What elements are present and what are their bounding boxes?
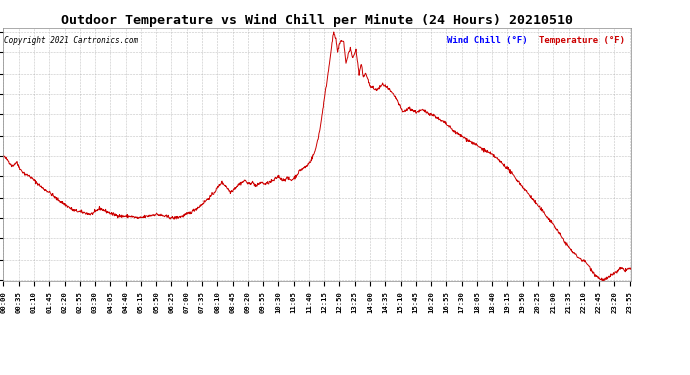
Text: Copyright 2021 Cartronics.com: Copyright 2021 Cartronics.com [4,36,138,45]
Text: Wind Chill (°F): Wind Chill (°F) [447,36,528,45]
Title: Outdoor Temperature vs Wind Chill per Minute (24 Hours) 20210510: Outdoor Temperature vs Wind Chill per Mi… [61,14,573,27]
Text: Temperature (°F): Temperature (°F) [539,36,625,45]
